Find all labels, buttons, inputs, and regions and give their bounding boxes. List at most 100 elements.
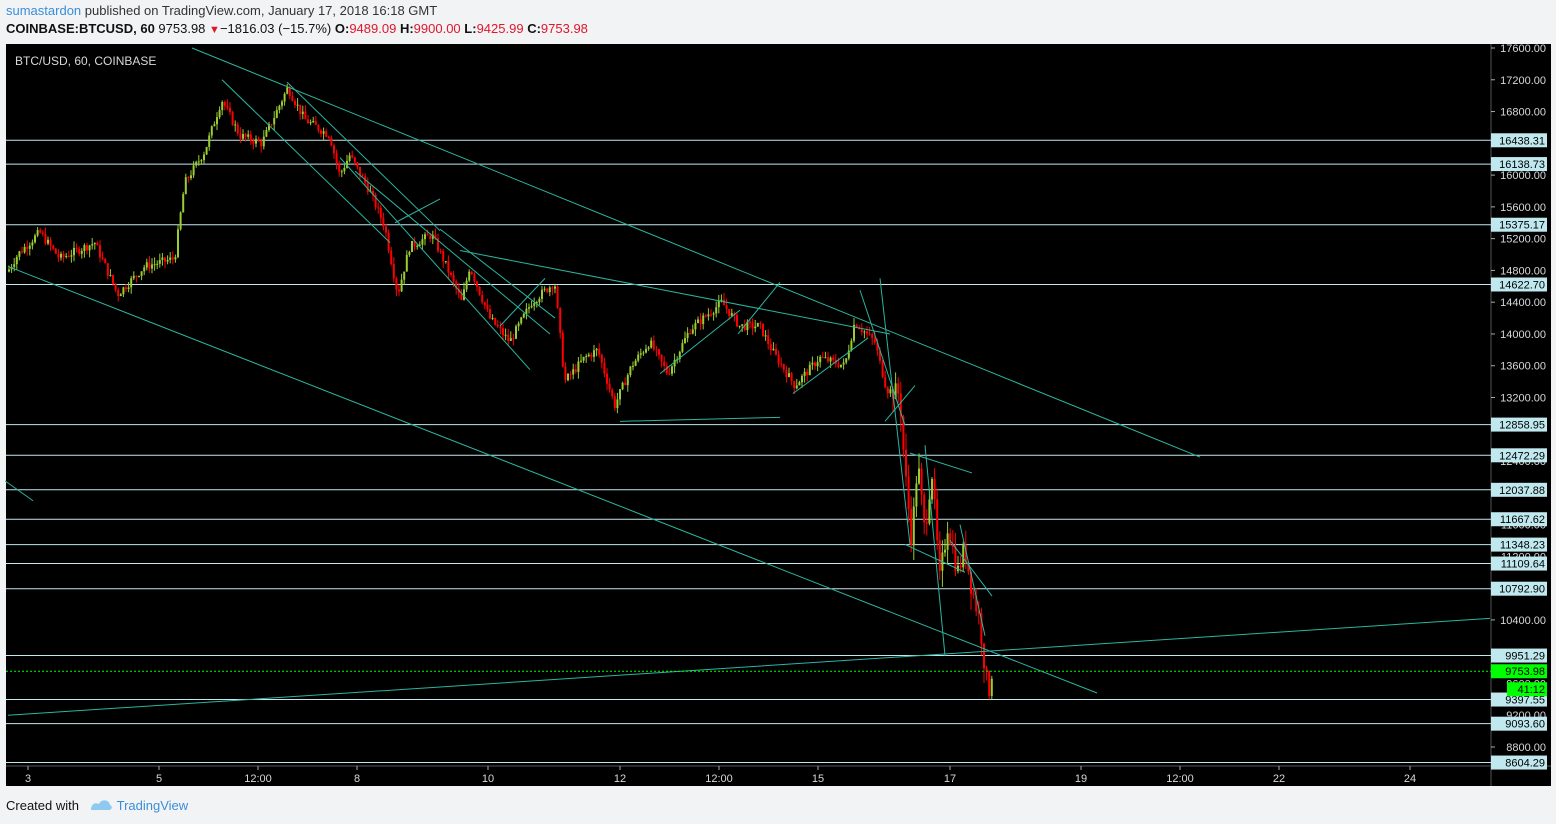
trend-line[interactable] [792,337,869,394]
trend-line[interactable] [884,385,916,422]
trend-line[interactable] [7,617,1491,716]
trend-line[interactable] [659,309,741,375]
candle-up [190,175,192,179]
candle-up [8,269,10,272]
candle-up [177,229,179,258]
level-price-tag [1491,581,1547,596]
candle-up [28,245,31,249]
candle-down [964,544,967,562]
candle-up [990,678,993,696]
trend-line[interactable] [859,290,906,426]
candle-up [577,361,580,372]
candle-up [691,329,694,334]
trend-line[interactable] [339,157,531,371]
candle-down [112,274,114,284]
trend-line[interactable] [459,250,891,335]
high-label: H: [399,21,414,36]
trend-line[interactable] [924,445,946,656]
candle-up [957,565,959,572]
candle-down [598,348,601,355]
x-tick-label: 12 [614,773,626,785]
author-link[interactable]: sumastardon [6,3,82,18]
candle-up [798,382,801,386]
candle-down [385,226,387,233]
trend-line[interactable] [879,278,911,545]
candle-down [486,305,489,310]
tradingview-logo-icon[interactable] [89,798,113,815]
candle-up [840,364,842,367]
candle-up [621,382,624,390]
trend-line[interactable] [221,79,391,243]
candle-up [720,299,723,301]
candle-down [460,293,463,300]
last-price-text: 9753.98 [158,21,206,36]
candle-up [816,362,819,367]
candle-up [694,322,697,330]
candle-down [775,348,777,355]
candle-up [525,308,528,314]
chart-canvas[interactable]: 17600.00 17200.00 16800.00 16000.00 15600.00… [0,42,1556,790]
candle-down [665,365,668,374]
trend-line[interactable] [949,540,993,597]
candle-down [288,87,291,97]
candle-up [18,251,21,257]
candle-up [580,360,582,362]
y-tick-label: 14400.00 [1500,297,1546,309]
candle-down [114,283,117,290]
x-tick-label: 12:00 [705,773,733,785]
candle-down [972,593,975,596]
candle-up [296,104,299,106]
candle-up [205,146,208,155]
candle-down [704,315,707,317]
trend-line[interactable] [439,228,556,319]
candle-down [314,120,317,125]
candle-down [873,338,876,343]
x-tick-label: 10 [482,773,494,785]
candle-down [561,332,564,367]
candle-down [780,363,783,365]
candle-down [252,140,255,144]
candle-down [603,362,606,374]
candle-up [637,354,640,361]
trend-line[interactable] [959,524,986,636]
trend-line[interactable] [191,47,1201,458]
candle-up [819,356,822,363]
candle-up [156,263,159,265]
trend-line[interactable] [394,198,441,224]
candle-up [634,360,637,366]
candle-up [140,271,143,276]
candle-down [437,238,439,251]
trend-line[interactable] [7,265,1098,694]
level-price-label: 15375.17 [1499,220,1545,232]
trend-line[interactable] [286,81,441,232]
candle-up [541,289,543,299]
candle-down [793,381,796,389]
y-tick-label: 14800.00 [1500,265,1546,277]
candle-down [226,105,229,108]
candle-down [361,175,364,177]
low-label: L: [464,21,477,36]
candle-down [320,130,322,134]
tradingview-link[interactable]: TradingView [116,798,189,813]
countdown-tag [1507,682,1547,697]
candle-down [325,131,328,137]
y-tick-label: 8800.00 [1506,742,1546,754]
trend-line[interactable] [909,452,973,474]
open-value: 9489.09 [349,21,397,36]
candle-down [980,613,983,644]
trend-line[interactable] [737,282,781,335]
candle-down [236,124,239,134]
candle-down [608,383,611,390]
trend-line[interactable] [904,543,966,573]
level-price-label: 11667.62 [1500,514,1545,526]
price-chart[interactable]: 17600.00 17200.00 16800.00 16000.00 15600.00… [0,42,1556,790]
candle-down [229,107,231,113]
candle-up [824,357,827,359]
time-axis[interactable] [6,766,1551,786]
candle-up [403,271,406,280]
trend-line[interactable] [619,416,781,422]
candle-up [738,325,741,327]
trend-line[interactable] [4,480,34,502]
trend-line[interactable] [499,278,546,327]
candle-down [871,333,874,339]
